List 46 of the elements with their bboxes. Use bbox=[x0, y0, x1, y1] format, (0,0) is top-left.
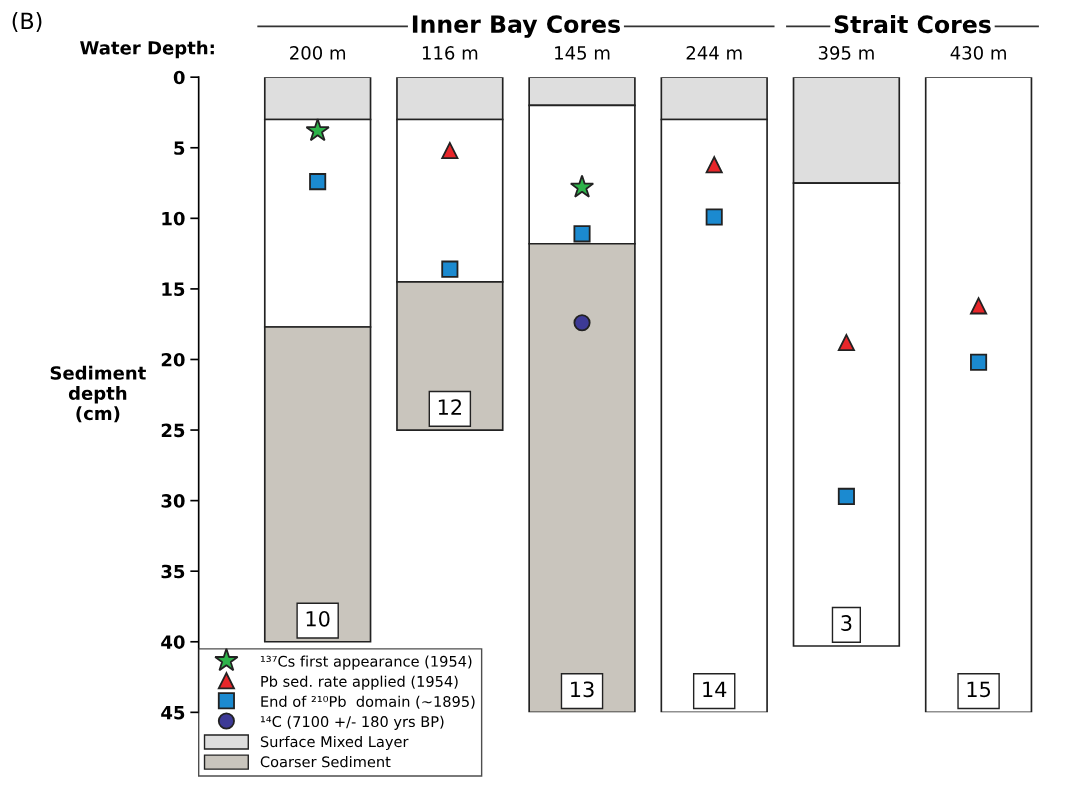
point bbox=[970, 297, 988, 315]
text: 145 m bbox=[555, 46, 610, 60]
x-tick-label: 13 bbox=[571, 681, 594, 698]
legend-label: Coarser Sediment bbox=[260, 756, 391, 768]
legend-label: ¹⁴C (7100 +/- 180 yrs BP) bbox=[260, 715, 444, 730]
legend-label: End of ²¹⁰Pb domain (~1895) bbox=[261, 695, 475, 709]
point bbox=[705, 208, 723, 226]
point bbox=[837, 333, 855, 352]
x-tick-label: 14 bbox=[703, 681, 727, 697]
y-tick-label: 5 bbox=[174, 141, 185, 155]
text: 116 m bbox=[422, 46, 478, 60]
point bbox=[309, 173, 327, 191]
text: 244 m bbox=[686, 46, 742, 60]
point bbox=[573, 225, 591, 243]
y-tick-label: 10 bbox=[162, 211, 185, 226]
y-tick-label: 45 bbox=[161, 706, 185, 720]
legend-label: ¹³⁷Cs first appearance (1954) bbox=[260, 655, 472, 670]
bar bbox=[924, 77, 1033, 713]
point bbox=[305, 118, 330, 142]
x-tick-label: 15 bbox=[967, 681, 991, 698]
y-tick-label: 25 bbox=[161, 423, 185, 438]
text: Water Depth: bbox=[80, 40, 214, 59]
y-axis-title: Sediment depth (cm) bbox=[50, 365, 146, 423]
y-tick-label: 20 bbox=[161, 352, 185, 367]
y-tick-label: 15 bbox=[162, 282, 185, 297]
point bbox=[837, 487, 855, 505]
point bbox=[441, 142, 459, 160]
x-tick-label: 12 bbox=[438, 399, 462, 415]
point bbox=[970, 353, 988, 371]
text: Inner Bay Cores bbox=[412, 15, 620, 38]
text: Strait Cores bbox=[834, 14, 991, 34]
y-tick-label: 35 bbox=[161, 564, 185, 579]
point bbox=[569, 174, 595, 198]
y-tick-label: 30 bbox=[161, 494, 185, 508]
point bbox=[441, 260, 459, 278]
point bbox=[705, 156, 723, 174]
y-tick-label: 0 bbox=[173, 70, 185, 85]
text: 395 m bbox=[818, 46, 874, 60]
legend-label: Pb sed. rate applied (1954) bbox=[261, 675, 458, 690]
legend-label: Surface Mixed Layer bbox=[260, 735, 409, 751]
text: 200 m bbox=[290, 46, 346, 60]
point bbox=[573, 314, 591, 332]
y-tick-label: 40 bbox=[161, 635, 185, 649]
text: (B) bbox=[12, 12, 42, 32]
text: 430 m bbox=[950, 46, 1006, 60]
x-tick-label: 3 bbox=[841, 615, 852, 631]
